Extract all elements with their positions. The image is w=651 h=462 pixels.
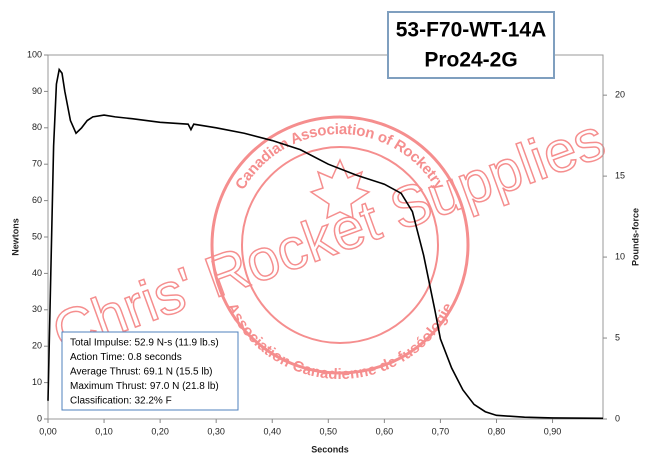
info-box bbox=[61, 331, 239, 411]
logo-inner-circle bbox=[241, 146, 439, 344]
thrust-curve bbox=[47, 67, 604, 420]
x-tick-label: 0,70 bbox=[432, 426, 450, 436]
chart-title: 53-F70-WT-14A bbox=[396, 19, 547, 42]
y-tick-label: 50 bbox=[32, 231, 42, 241]
x-tick-label: 0,40 bbox=[263, 426, 281, 436]
logo-circle bbox=[210, 115, 470, 375]
x-tick-label: 0,00 bbox=[39, 426, 57, 436]
title-box bbox=[387, 11, 555, 79]
x-tick-label: 0,60 bbox=[376, 426, 394, 436]
y2-tick-label: 10 bbox=[615, 251, 625, 261]
x-tick-label: 0,90 bbox=[544, 426, 562, 436]
y-tick-label: 70 bbox=[32, 159, 42, 169]
y-tick-label: 100 bbox=[27, 49, 42, 59]
y2-tick-label: 5 bbox=[615, 332, 620, 342]
y-tick-label: 90 bbox=[32, 86, 42, 96]
y-tick-label: 20 bbox=[32, 341, 42, 351]
y2-tick-label: 15 bbox=[615, 170, 625, 180]
x-tick-label: 0,10 bbox=[95, 426, 113, 436]
info-line: Maximum Thrust: 97.0 N (21.8 lb) bbox=[70, 381, 219, 392]
y2-tick-label: 20 bbox=[615, 90, 625, 100]
x-tick-label: 0,50 bbox=[320, 426, 338, 436]
chart-subtitle: Pro24-2G bbox=[424, 49, 517, 72]
y-tick-label: 30 bbox=[32, 304, 42, 314]
x-tick-label: 0,20 bbox=[151, 426, 169, 436]
y-tick-label: 80 bbox=[32, 122, 42, 132]
y-tick-label: 10 bbox=[32, 377, 42, 387]
y-tick-label: 40 bbox=[32, 268, 42, 278]
info-line: Average Thrust: 69.1 N (15.5 lb) bbox=[70, 367, 213, 378]
info-line: Action Time: 0.8 seconds bbox=[70, 352, 182, 363]
maple-leaf bbox=[309, 158, 371, 220]
x-tick-label: 0,30 bbox=[207, 426, 225, 436]
y-tick-label: 60 bbox=[32, 195, 42, 205]
x-axis-title: Seconds bbox=[311, 444, 349, 454]
y2-axis-title: Pounds-force bbox=[630, 208, 640, 266]
x-tick-label: 0,80 bbox=[488, 426, 506, 436]
y2-tick-label: 0 bbox=[615, 413, 620, 423]
info-line: Total Impulse: 52.9 N-s (11.9 lb.s) bbox=[70, 338, 219, 349]
y-tick-label: 0 bbox=[37, 413, 42, 423]
info-line: Classification: 32.2% F bbox=[70, 396, 172, 407]
y-axis-title: Newtons bbox=[10, 218, 20, 256]
